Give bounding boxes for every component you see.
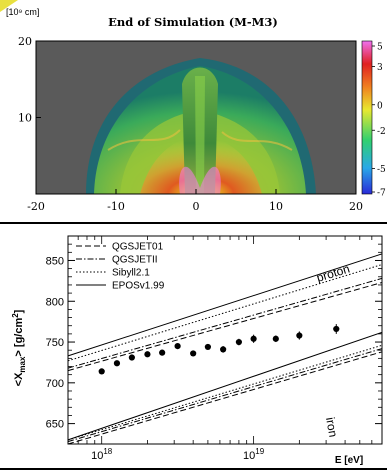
xmax-panel: 650 700 750 800 850 1018 1019 QGSJET01 QGSJETII…	[0, 222, 387, 470]
y-axis-label-end: ]	[13, 309, 25, 313]
data-point	[235, 338, 242, 346]
data-point	[250, 335, 257, 342]
colorbar-tick-label: -2	[377, 127, 386, 137]
proton-line-solid	[67, 253, 383, 357]
y-axis-label-sup: 2	[11, 313, 20, 318]
sim-x-tick-label: -20	[27, 200, 45, 213]
data-point	[333, 325, 340, 333]
x-axis-label: E [eV]	[335, 455, 363, 466]
xmax-ticks: 650 700 750 800 850 1018 1019	[46, 236, 383, 462]
sim-y-tick-label: 20	[18, 35, 32, 48]
y-axis-label-unit: > [g/cm	[13, 318, 25, 357]
data-point	[174, 343, 181, 350]
sim-x-tick-label: 0	[193, 200, 200, 213]
x-tick-label: 1019	[243, 447, 265, 462]
y-axis-label-sub: max	[18, 356, 27, 373]
data-point	[144, 351, 151, 358]
iron-line-solid	[67, 331, 383, 441]
colorbar-tick-label: 0	[377, 101, 383, 111]
colorbar-tick-label: -5	[377, 165, 386, 175]
iron-line-dashed	[67, 351, 383, 445]
sim-x-tick-label: 10	[269, 200, 283, 213]
sim-x-tick-label: 20	[349, 200, 363, 213]
y-tick-label: 750	[46, 337, 64, 349]
data-point	[190, 350, 197, 357]
colorbar-tick-label: -7	[377, 189, 386, 199]
iron-annotation: iron	[323, 416, 340, 438]
y-axis-label-main: <X	[13, 372, 25, 386]
iron-line-dotted	[67, 344, 383, 441]
proton-line-dashed	[67, 282, 383, 372]
model-lines	[67, 253, 383, 445]
legend-label: Sibyll2.1	[112, 268, 150, 279]
data-point	[128, 354, 135, 361]
y-tick-label: 700	[46, 378, 64, 390]
data-point	[159, 349, 166, 356]
y-axis-label: <Xmax> [g/cm2]	[11, 309, 27, 386]
y-tick-label: 650	[46, 419, 64, 431]
legend: QGSJET01 QGSJETII Sibyll2.1 EPOSv1.99	[76, 242, 165, 292]
simulation-axes: -20 -10 0 10 20 20 10	[18, 35, 363, 213]
sim-x-tick-label: -10	[107, 200, 125, 213]
data-point	[98, 368, 105, 375]
colorbar-tick-label: 5	[377, 43, 383, 53]
data-point	[204, 343, 211, 351]
proton-line-dotted	[67, 264, 383, 362]
data-point	[220, 346, 227, 353]
colorbar	[361, 40, 373, 195]
proton-line-dash-dot	[67, 277, 383, 369]
data-point	[296, 332, 303, 339]
x-tick-label: 1018	[91, 447, 113, 462]
legend-label: QGSJETII	[112, 255, 158, 266]
y-tick-label: 800	[46, 296, 64, 308]
iron-line-dash-dot	[67, 348, 383, 443]
ejecta-cocoon	[86, 58, 316, 194]
data-point	[113, 360, 121, 367]
data-point	[272, 335, 279, 342]
colorbar-ticks: 5 3 0 -2 -5 -7	[372, 43, 386, 199]
corner-marker	[0, 0, 18, 12]
sim-y-tick-label: 10	[18, 112, 32, 125]
unit-label: [10⁹ cm]	[6, 7, 39, 17]
legend-label: QGSJET01	[112, 242, 164, 253]
legend-label: EPOSv1.99	[112, 281, 165, 292]
simulation-title: End of Simulation (M-M3)	[108, 15, 278, 29]
data-points	[98, 324, 340, 375]
simulation-panel: [10⁹ cm] End of Simulation (M-M3) -20 -10…	[0, 0, 387, 222]
colorbar-tick-label: 3	[377, 63, 383, 73]
y-tick-label: 850	[46, 255, 64, 267]
